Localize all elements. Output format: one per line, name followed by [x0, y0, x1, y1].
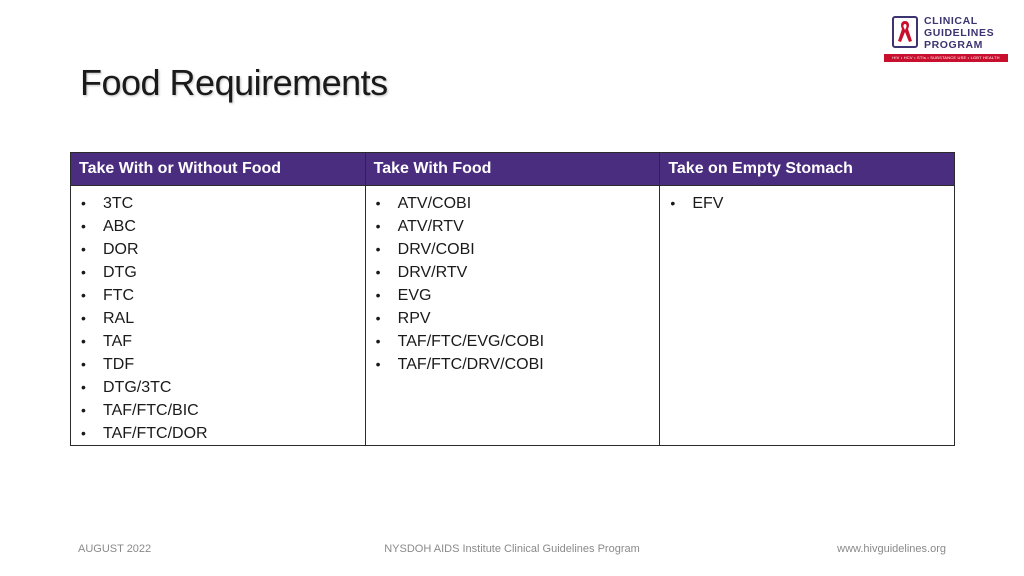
food-requirements-table: Take With or Without Food Take With Food…: [70, 152, 955, 446]
column-header-with-food: Take With Food: [364, 152, 661, 186]
footer-url: www.hivguidelines.org: [837, 543, 946, 555]
list-item: TDF: [79, 353, 357, 376]
list-item: DRV/COBI: [374, 238, 652, 261]
list-item: ATV/RTV: [374, 215, 652, 238]
table-row: 3TC ABC DOR DTG FTC RAL TAF TDF DTG/3TC …: [70, 185, 955, 446]
footer-date: AUGUST 2022: [78, 543, 152, 555]
list-item: EFV: [668, 192, 946, 215]
logo-word-2: GUIDELINES: [924, 27, 995, 39]
list-item: TAF: [79, 330, 357, 353]
list-item: TAF/FTC/DRV/COBI: [374, 353, 652, 376]
page-title: Food Requirements: [80, 62, 388, 103]
drug-list: EFV: [668, 192, 946, 215]
list-item: DTG: [79, 261, 357, 284]
cell-with-food: ATV/COBI ATV/RTV DRV/COBI DRV/RTV EVG RP…: [364, 185, 661, 446]
list-item: DOR: [79, 238, 357, 261]
list-item: ABC: [79, 215, 357, 238]
cell-empty-stomach: EFV: [659, 185, 955, 446]
list-item: RPV: [374, 307, 652, 330]
list-item: DRV/RTV: [374, 261, 652, 284]
clinical-guidelines-logo: CLINICAL GUIDELINES PROGRAM HIV • HCV • …: [884, 12, 1008, 64]
list-item: EVG: [374, 284, 652, 307]
column-header-with-or-without-food: Take With or Without Food: [70, 152, 366, 186]
list-item: DTG/3TC: [79, 376, 357, 399]
list-item: ATV/COBI: [374, 192, 652, 215]
column-header-empty-stomach: Take on Empty Stomach: [659, 152, 955, 186]
drug-list: 3TC ABC DOR DTG FTC RAL TAF TDF DTG/3TC …: [79, 192, 357, 445]
drug-list: ATV/COBI ATV/RTV DRV/COBI DRV/RTV EVG RP…: [374, 192, 652, 376]
list-item: TAF/FTC/EVG/COBI: [374, 330, 652, 353]
logo-word-1: CLINICAL: [924, 15, 978, 27]
logo-word-3: PROGRAM: [924, 39, 984, 51]
list-item: TAF/FTC/DOR: [79, 422, 357, 445]
red-ribbon-icon: [898, 21, 912, 42]
ribbon-frame: [892, 16, 918, 48]
logo-tagline: HIV • HCV • STIs • SUBSTANCE USE • LGBT …: [884, 54, 1008, 62]
table-header-row: Take With or Without Food Take With Food…: [70, 152, 955, 186]
list-item: RAL: [79, 307, 357, 330]
list-item: TAF/FTC/BIC: [79, 399, 357, 422]
footer-org: NYSDOH AIDS Institute Clinical Guideline…: [384, 543, 640, 555]
list-item: FTC: [79, 284, 357, 307]
cell-with-or-without-food: 3TC ABC DOR DTG FTC RAL TAF TDF DTG/3TC …: [70, 185, 366, 446]
list-item: 3TC: [79, 192, 357, 215]
